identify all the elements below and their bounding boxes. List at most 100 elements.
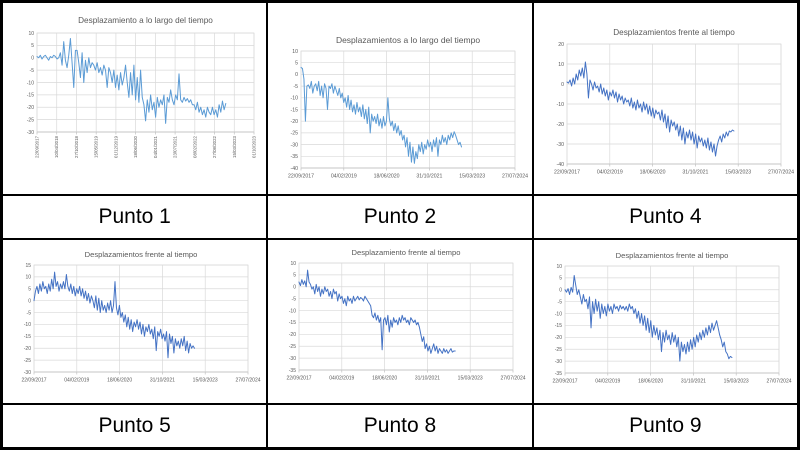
svg-text:31/10/2021: 31/10/2021 xyxy=(415,376,440,382)
svg-text:-35: -35 xyxy=(554,371,561,377)
svg-text:5: 5 xyxy=(28,287,31,293)
svg-text:-15: -15 xyxy=(24,334,31,340)
svg-text:5: 5 xyxy=(31,43,34,49)
svg-text:-40: -40 xyxy=(556,162,564,168)
svg-text:-10: -10 xyxy=(24,322,31,328)
svg-text:08/02/2022: 08/02/2022 xyxy=(192,135,197,158)
svg-text:18/06/2020: 18/06/2020 xyxy=(374,174,400,180)
chart-cell-punto-8: Desplazamiento frente al tiempo 10 5 0 -5 -10… xyxy=(267,239,533,404)
svg-text:27/07/2024: 27/07/2024 xyxy=(502,174,528,180)
svg-text:04/02/2019: 04/02/2019 xyxy=(595,379,620,385)
punto-8-label: Punto 8 xyxy=(267,404,533,448)
svg-text:Desplazamientos frente al tiem: Desplazamientos frente al tiempo xyxy=(615,251,728,260)
svg-text:-10: -10 xyxy=(554,311,561,317)
punto-4-label: Punto 4 xyxy=(532,195,798,239)
svg-text:-5: -5 xyxy=(30,68,35,74)
svg-text:Desplazamientos frente al tiem: Desplazamientos frente al tiempo xyxy=(85,250,198,259)
svg-text:18/06/2020: 18/06/2020 xyxy=(639,170,665,176)
svg-text:-20: -20 xyxy=(289,332,296,338)
svg-text:5: 5 xyxy=(295,61,298,67)
chart-cell-punto-9: Desplazamientos frente al tiempo 10 5 0 -5 -1… xyxy=(532,239,798,404)
svg-text:-25: -25 xyxy=(27,117,34,123)
svg-text:-10: -10 xyxy=(291,96,299,102)
svg-text:31/10/2021: 31/10/2021 xyxy=(681,379,706,385)
svg-text:-30: -30 xyxy=(291,142,299,148)
svg-text:22/09/2017: 22/09/2017 xyxy=(35,135,40,158)
line-chart-punto-9: Desplazamientos frente al tiempo 10 5 0 -5 -1… xyxy=(534,240,797,403)
svg-text:Desplazamientos frente al tiem: Desplazamientos frente al tiempo xyxy=(613,28,735,37)
svg-text:10: 10 xyxy=(556,264,562,270)
svg-text:15/03/2023: 15/03/2023 xyxy=(723,379,748,385)
svg-text:0: 0 xyxy=(295,72,298,78)
svg-text:15/03/2023: 15/03/2023 xyxy=(725,170,751,176)
svg-text:-5: -5 xyxy=(294,84,299,90)
svg-text:22/09/2017: 22/09/2017 xyxy=(288,174,314,180)
svg-text:10: 10 xyxy=(291,261,297,267)
svg-text:-10: -10 xyxy=(289,308,296,314)
punto-1-label: Punto 1 xyxy=(2,195,268,239)
svg-text:20: 20 xyxy=(558,42,564,48)
svg-text:-25: -25 xyxy=(289,344,296,350)
svg-text:-15: -15 xyxy=(27,93,34,99)
svg-text:22/09/2017: 22/09/2017 xyxy=(554,170,580,176)
svg-text:-5: -5 xyxy=(292,296,297,302)
svg-text:-20: -20 xyxy=(24,346,31,352)
svg-text:-10: -10 xyxy=(556,102,564,108)
svg-text:18/06/2020: 18/06/2020 xyxy=(372,376,397,382)
punto-5-label: Punto 5 xyxy=(2,404,268,448)
svg-text:27/07/2024: 27/07/2024 xyxy=(501,376,526,382)
svg-text:10/04/2018: 10/04/2018 xyxy=(54,135,59,158)
svg-text:22/09/2017: 22/09/2017 xyxy=(287,376,312,382)
svg-text:-20: -20 xyxy=(27,105,34,111)
line-chart-punto-5: Desplazamientos frente al tiempo 15 10 5 0 -5… xyxy=(3,240,266,403)
svg-text:27/08/2022: 27/08/2022 xyxy=(212,135,217,158)
svg-text:-15: -15 xyxy=(289,320,296,326)
chart-cell-punto-1: Desplazamiento a lo largo del tiempo 10 5 0… xyxy=(2,2,268,195)
svg-text:0: 0 xyxy=(559,288,562,294)
svg-text:31/10/2021: 31/10/2021 xyxy=(417,174,443,180)
svg-text:0: 0 xyxy=(561,82,564,88)
svg-text:-20: -20 xyxy=(556,122,564,128)
svg-text:0: 0 xyxy=(31,56,34,62)
svg-text:15: 15 xyxy=(25,263,31,269)
svg-text:-25: -25 xyxy=(291,131,299,137)
svg-text:27/07/2024: 27/07/2024 xyxy=(235,378,260,384)
svg-text:04/02/2019: 04/02/2019 xyxy=(64,378,89,384)
svg-text:-30: -30 xyxy=(289,356,296,362)
svg-text:-25: -25 xyxy=(554,347,561,353)
svg-text:18/06/2020: 18/06/2020 xyxy=(107,378,132,384)
svg-text:27/07/2024: 27/07/2024 xyxy=(766,379,791,385)
svg-text:-30: -30 xyxy=(27,130,34,136)
chart-cell-punto-2: Desplazamientos a lo largo del tiempo 10 5… xyxy=(267,2,533,195)
svg-text:04/02/2019: 04/02/2019 xyxy=(330,376,355,382)
svg-text:04/02/2019: 04/02/2019 xyxy=(596,170,622,176)
svg-text:15/03/2023: 15/03/2023 xyxy=(193,378,218,384)
svg-text:-15: -15 xyxy=(554,323,561,329)
svg-text:-20: -20 xyxy=(554,335,561,341)
svg-text:22/09/2017: 22/09/2017 xyxy=(552,379,577,385)
svg-text:10: 10 xyxy=(28,31,34,37)
svg-text:-35: -35 xyxy=(291,154,299,160)
svg-text:Desplazamiento a lo largo del: Desplazamiento a lo largo del tiempo xyxy=(78,16,213,25)
svg-text:10: 10 xyxy=(293,49,299,55)
svg-text:Desplazamiento frente al tiemp: Desplazamiento frente al tiempo xyxy=(352,248,461,257)
svg-text:Desplazamientos a lo largo del: Desplazamientos a lo largo del tiempo xyxy=(336,35,480,45)
svg-text:-30: -30 xyxy=(24,370,31,376)
svg-text:-30: -30 xyxy=(556,142,564,148)
svg-text:15/03/2023: 15/03/2023 xyxy=(232,135,237,158)
svg-text:5: 5 xyxy=(294,273,297,279)
svg-text:04/01/2021: 04/01/2021 xyxy=(153,135,158,158)
svg-text:18/06/2020: 18/06/2020 xyxy=(638,379,663,385)
svg-text:-30: -30 xyxy=(554,359,561,365)
line-chart-punto-8: Desplazamiento frente al tiempo 10 5 0 -5 -10… xyxy=(268,240,531,403)
svg-text:01/10/2023: 01/10/2023 xyxy=(252,135,257,158)
svg-text:15/03/2023: 15/03/2023 xyxy=(460,174,486,180)
svg-text:18/06/2020: 18/06/2020 xyxy=(133,135,138,158)
svg-text:-15: -15 xyxy=(291,107,299,113)
svg-text:27/10/2018: 27/10/2018 xyxy=(74,135,79,158)
svg-text:-40: -40 xyxy=(291,166,299,172)
svg-text:01/12/2019: 01/12/2019 xyxy=(113,135,118,158)
svg-text:0: 0 xyxy=(294,285,297,291)
svg-text:04/02/2019: 04/02/2019 xyxy=(331,174,357,180)
